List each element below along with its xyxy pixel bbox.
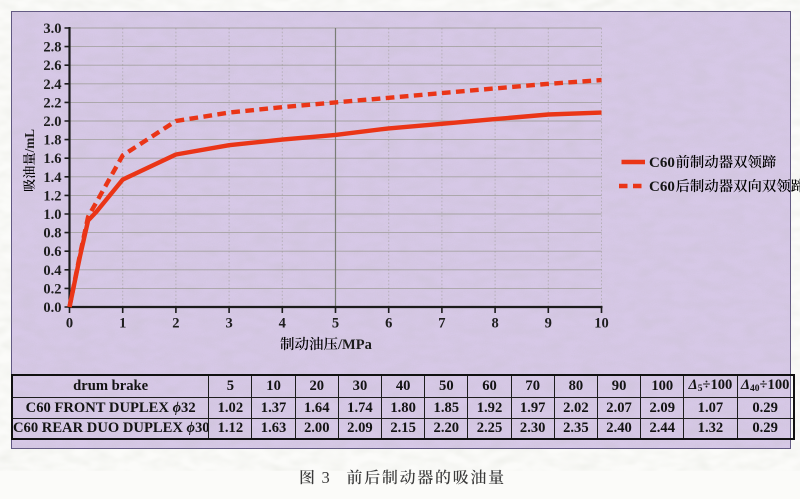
svg-text:C60: C60 bbox=[649, 179, 675, 195]
svg-text:/MPa: /MPa bbox=[337, 337, 373, 353]
svg-text:1.6: 1.6 bbox=[43, 151, 61, 167]
svg-text:0.8: 0.8 bbox=[43, 226, 61, 242]
svg-text:2.2: 2.2 bbox=[43, 95, 61, 111]
svg-text:8: 8 bbox=[491, 316, 498, 332]
svg-text:1.8: 1.8 bbox=[43, 133, 61, 149]
svg-text:2.0: 2.0 bbox=[43, 114, 61, 130]
svg-text:9: 9 bbox=[545, 316, 552, 332]
svg-text:2.4: 2.4 bbox=[43, 77, 61, 93]
svg-text:1.4: 1.4 bbox=[43, 170, 61, 186]
svg-text:1.2: 1.2 bbox=[43, 188, 61, 204]
svg-text:3: 3 bbox=[322, 468, 330, 487]
svg-text:0: 0 bbox=[66, 316, 73, 332]
svg-text:4: 4 bbox=[279, 316, 286, 332]
svg-text:5: 5 bbox=[332, 316, 339, 332]
svg-text:2.8: 2.8 bbox=[43, 40, 61, 56]
svg-text:6: 6 bbox=[385, 316, 392, 332]
svg-text:/mL: /mL bbox=[22, 129, 37, 154]
svg-text:C60: C60 bbox=[649, 155, 675, 171]
svg-text:7: 7 bbox=[438, 316, 445, 332]
svg-text:0.6: 0.6 bbox=[43, 244, 61, 260]
svg-text:3.0: 3.0 bbox=[43, 21, 61, 37]
svg-text:3: 3 bbox=[225, 316, 232, 332]
svg-text:2: 2 bbox=[172, 316, 179, 332]
svg-text:2.6: 2.6 bbox=[43, 58, 61, 74]
svg-text:0.4: 0.4 bbox=[43, 263, 61, 279]
svg-text:1: 1 bbox=[119, 316, 126, 332]
svg-text:1.0: 1.0 bbox=[43, 207, 61, 223]
svg-text:10: 10 bbox=[594, 316, 609, 332]
svg-text:0.2: 0.2 bbox=[43, 281, 61, 297]
svg-text:0.0: 0.0 bbox=[43, 300, 61, 316]
